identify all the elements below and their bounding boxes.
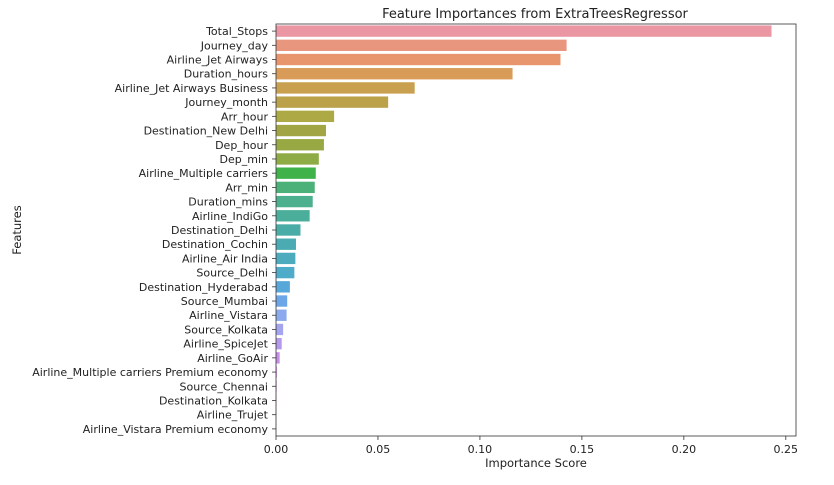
y-tick-label: Destination_Hyderabad xyxy=(139,281,268,294)
y-tick-label: Destination_Kolkata xyxy=(159,394,268,407)
y-tick-label: Airline_IndiGo xyxy=(192,210,268,223)
x-ticks: 0.00 0.05 0.10 0.15 0.20 0.25 xyxy=(264,436,798,456)
y-tick-label: Arr_min xyxy=(225,181,268,194)
bar-total-stops xyxy=(276,25,772,37)
bar-airline-multiple-carriers-premium-economy xyxy=(276,366,277,378)
y-tick-label: Total_Stops xyxy=(205,25,268,38)
y-tick-label: Airline_Jet Airways xyxy=(167,54,269,67)
y-tick-label: Airline_Multiple carriers Premium econom… xyxy=(32,366,268,379)
bar-airline-indigo xyxy=(276,210,310,222)
bar-arr-hour xyxy=(276,110,335,123)
y-tick-label: Source_Chennai xyxy=(180,380,268,393)
y-tick-label: Source_Kolkata xyxy=(184,323,268,336)
y-tick-label: Destination_Delhi xyxy=(171,224,268,237)
bar-airline-air-india xyxy=(276,252,296,265)
bar-airline-spicejet xyxy=(276,337,282,350)
bar-airline-vistara xyxy=(276,309,287,321)
chart-title: Feature Importances from ExtraTreesRegre… xyxy=(382,7,688,22)
bar-source-kolkata xyxy=(276,323,284,336)
bar-destination-new-delhi xyxy=(276,124,326,137)
y-tick-label: Airline_Trujet xyxy=(197,409,269,422)
y-tick-label: Destination_New Delhi xyxy=(144,125,268,138)
y-tick-label: Airline_Multiple carriers xyxy=(139,167,269,180)
y-tick-label: Arr_hour xyxy=(221,110,269,123)
bar-airline-multiple-carriers xyxy=(276,167,316,179)
x-axis-title: Importance Score xyxy=(485,456,587,470)
x-tick-label: 0.10 xyxy=(468,443,493,456)
bar-airline-jet-airways-business xyxy=(276,82,415,94)
bar-source-mumbai xyxy=(276,295,288,307)
x-tick-label: 0.05 xyxy=(366,443,391,456)
x-tick-label: 0.20 xyxy=(672,443,697,456)
y-tick-label: Journey_day xyxy=(200,39,269,52)
bar-duration-mins xyxy=(276,195,313,208)
bar-duration-hours xyxy=(276,68,513,80)
x-tick-label: 0.15 xyxy=(570,443,595,456)
y-tick-label: Dep_hour xyxy=(215,139,268,152)
bar-dep-min xyxy=(276,153,319,165)
bar-journey-day xyxy=(276,39,567,51)
y-tick-label: Source_Delhi xyxy=(196,267,268,280)
y-tick-label: Source_Mumbai xyxy=(181,295,268,308)
bar-journey-month xyxy=(276,96,389,108)
y-axis-title: Features xyxy=(10,205,24,254)
bar-source-delhi xyxy=(276,266,295,279)
bar-airline-jet-airways xyxy=(276,53,561,66)
bar-group xyxy=(276,25,772,435)
bar-destination-delhi xyxy=(276,224,301,236)
y-tick-label: Airline_Vistara Premium economy xyxy=(83,423,269,436)
y-tick-label: Airline_Vistara xyxy=(189,309,268,322)
x-tick-label: 0.00 xyxy=(264,443,289,456)
y-tick-label: Airline_GoAir xyxy=(197,352,268,365)
bar-destination-hyderabad xyxy=(276,281,290,293)
bar-destination-cochin xyxy=(276,238,296,250)
plot-frame xyxy=(275,23,797,437)
y-tick-label: Airline_SpiceJet xyxy=(183,338,268,351)
bar-arr-min xyxy=(276,181,315,194)
y-tick-label: Duration_hours xyxy=(184,68,268,81)
bar-dep-hour xyxy=(276,139,324,151)
y-tick-label: Dep_min xyxy=(220,153,268,166)
y-tick-label: Duration_mins xyxy=(188,196,268,209)
bar-airline-goair xyxy=(276,352,280,364)
x-tick-label: 0.25 xyxy=(774,443,799,456)
y-tick-label: Airline_Jet Airways Business xyxy=(115,82,269,95)
y-tick-label: Destination_Cochin xyxy=(162,238,268,251)
y-tick-label: Journey_month xyxy=(184,96,268,109)
y-tick-label: Airline_Air India xyxy=(182,252,268,265)
